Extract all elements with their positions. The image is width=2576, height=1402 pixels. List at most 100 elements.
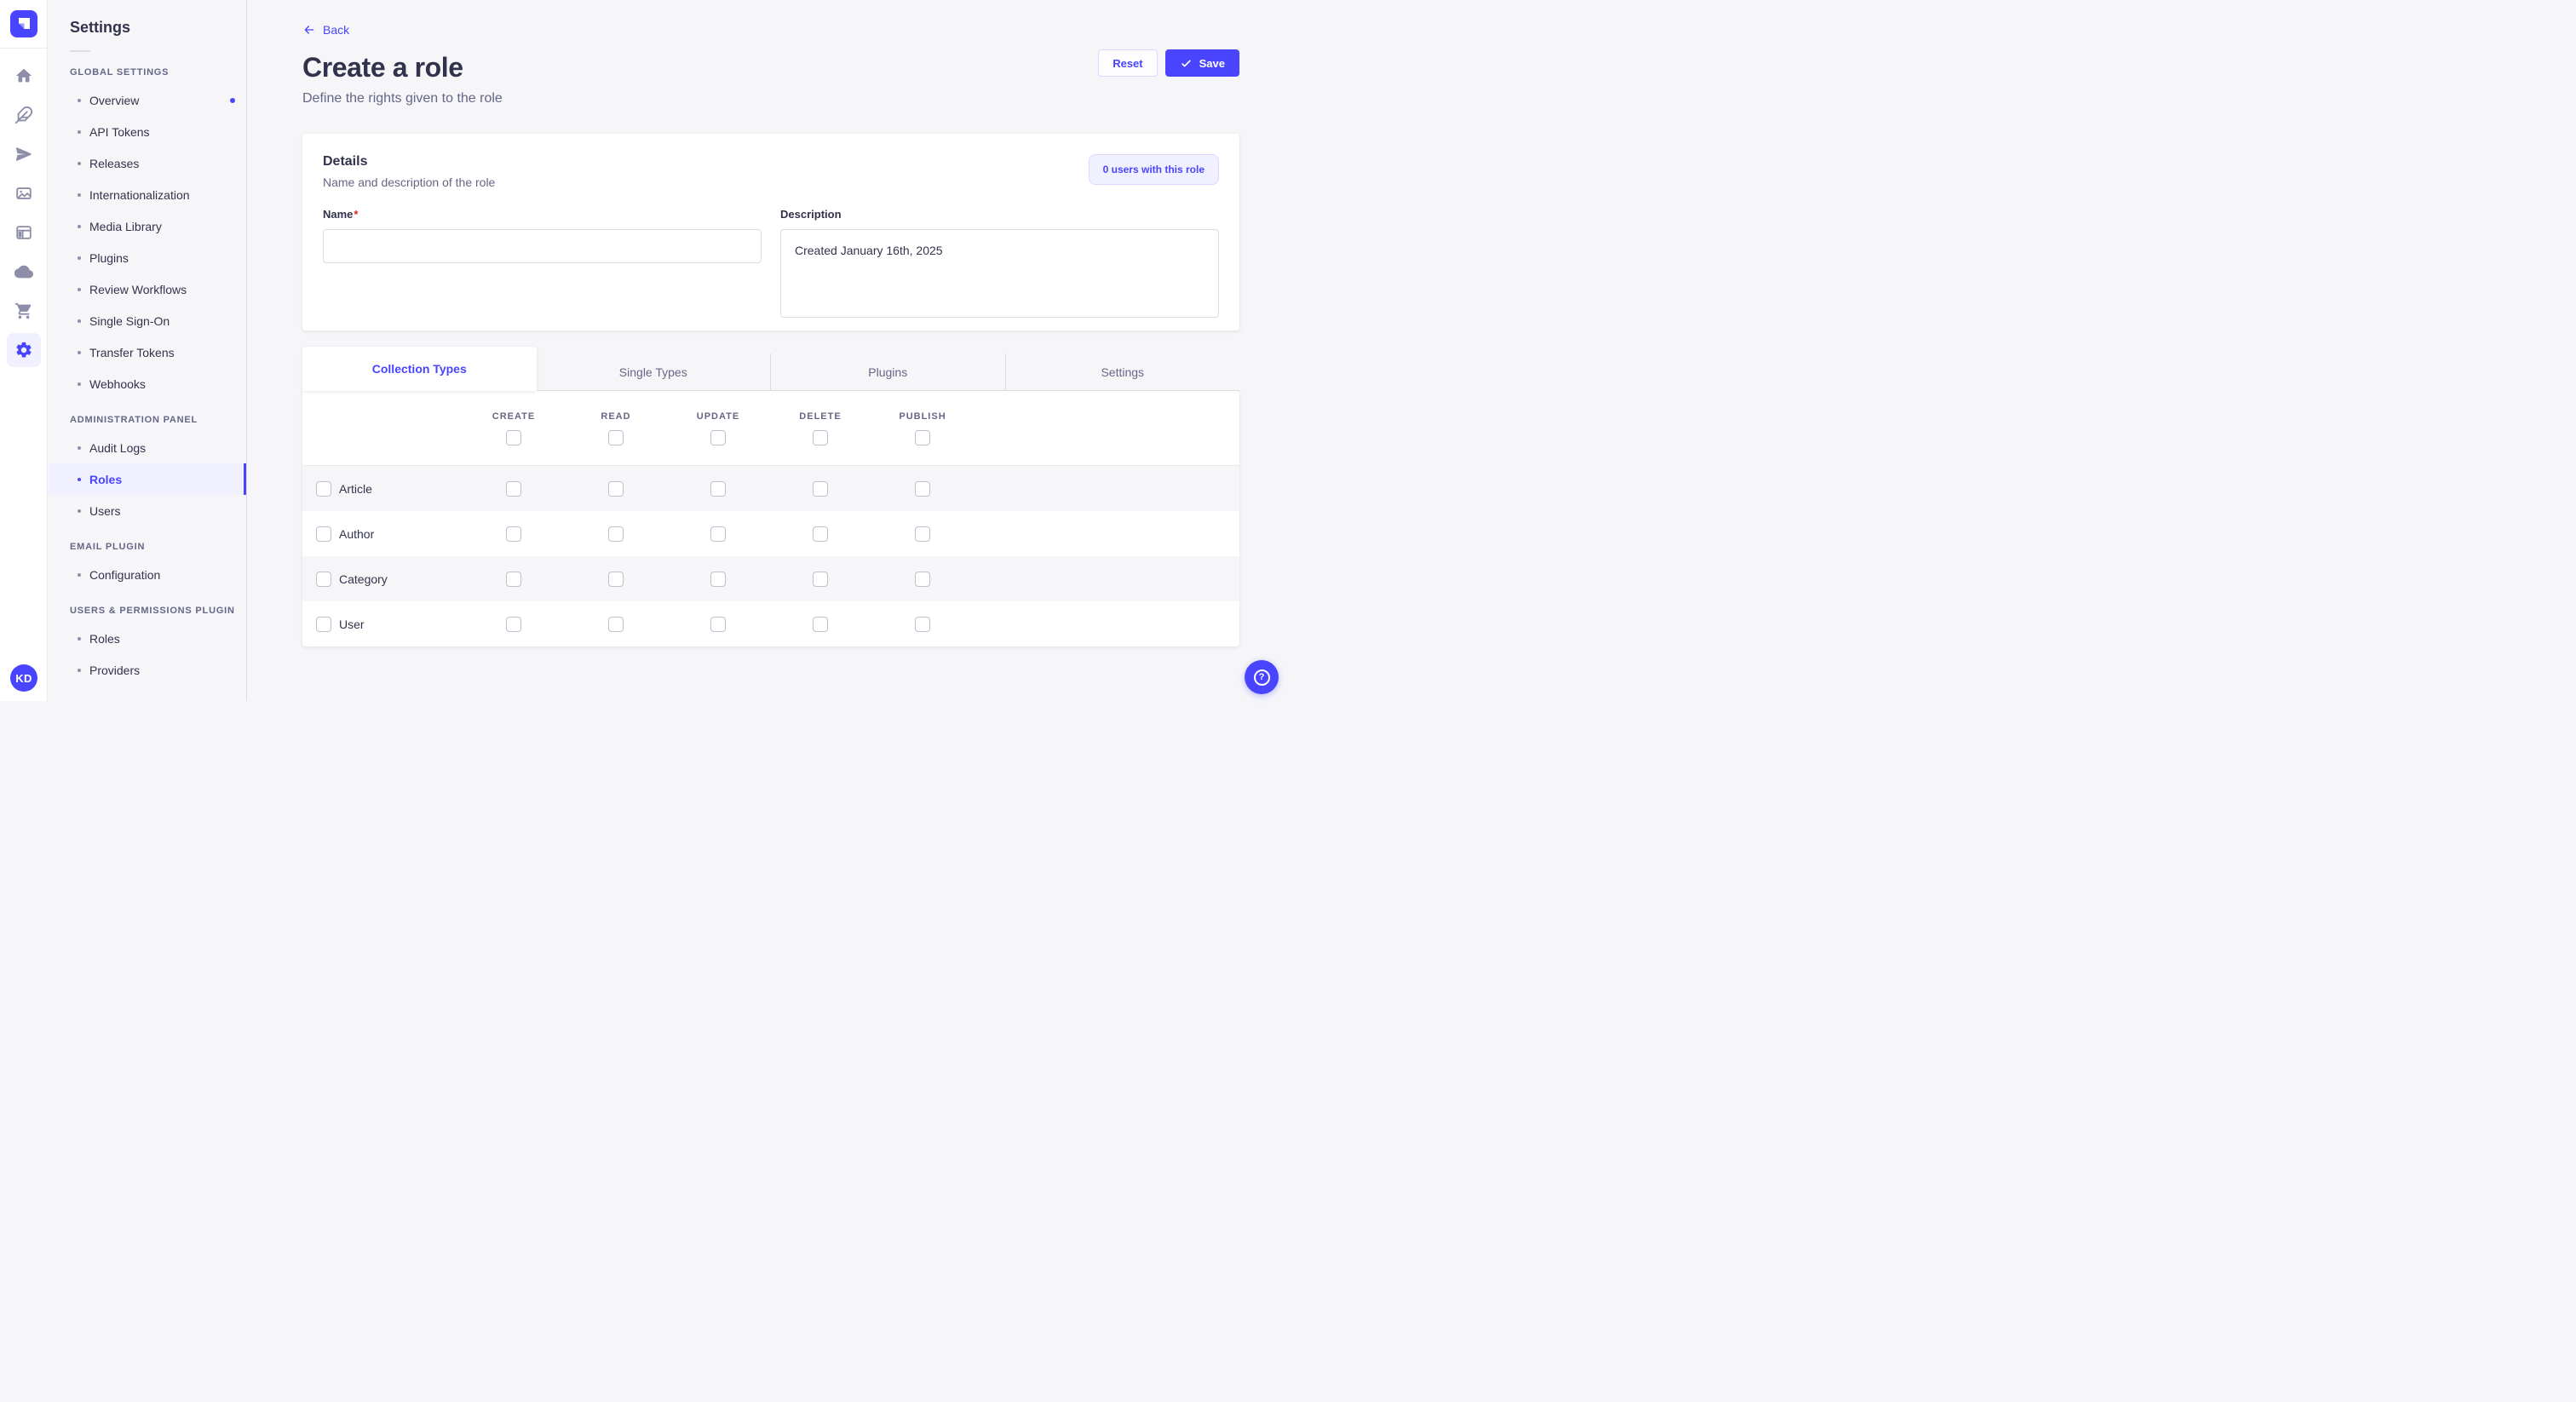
cloud-icon[interactable] (7, 255, 41, 289)
description-label: Description (780, 208, 842, 221)
sidebar-item-providers[interactable]: Providers (49, 654, 246, 686)
row-select-checkbox[interactable] (316, 571, 331, 587)
bullet-icon (78, 192, 81, 197)
tab-settings[interactable]: Settings (1004, 353, 1239, 391)
permission-checkbox[interactable] (813, 526, 828, 542)
description-field-group: Description Created January 16th, 2025 (780, 208, 1219, 322)
permission-checkbox[interactable] (813, 616, 828, 632)
sidebar-item-audit-logs[interactable]: Audit Logs (49, 432, 246, 463)
select-all-delete-checkbox[interactable] (813, 430, 828, 445)
permissions-table: CREATE READ UPDATE DELETE PUBLISH (302, 391, 1239, 646)
permission-checkbox[interactable] (608, 526, 624, 542)
permission-checkbox[interactable] (915, 480, 930, 497)
sidebar-item-single-sign-on[interactable]: Single Sign-On (49, 305, 246, 336)
help-button[interactable]: ? (1245, 660, 1279, 694)
column-header-create: CREATE (492, 411, 536, 422)
strapi-logo-icon (9, 10, 37, 37)
divider (70, 50, 90, 52)
tab-single-types[interactable]: Single Types (536, 353, 770, 391)
sidebar-item-api-tokens[interactable]: API Tokens (49, 116, 246, 147)
sidebar-item-label: Overview (89, 93, 140, 107)
sidebar-item-label: Providers (89, 663, 141, 677)
permissions-rows: Article Author (302, 466, 1239, 646)
reset-button[interactable]: Reset (1098, 49, 1158, 77)
select-all-update-checkbox[interactable] (710, 430, 726, 445)
bullet-icon (78, 509, 81, 513)
row-select-checkbox[interactable] (316, 616, 331, 632)
strapi-logo[interactable] (0, 0, 48, 49)
sidebar-item-media-library[interactable]: Media Library (49, 210, 246, 242)
permission-checkbox[interactable] (608, 616, 624, 632)
sidebar-item-webhooks[interactable]: Webhooks (49, 368, 246, 399)
gear-icon[interactable] (6, 333, 41, 367)
section-users-permissions-plugin: USERS & PERMISSIONS PLUGIN Roles Provide… (49, 606, 246, 686)
images-icon[interactable] (7, 176, 41, 210)
permission-checkbox[interactable] (506, 526, 521, 542)
sidebar-item-label: Audit Logs (89, 440, 147, 455)
permission-checkbox[interactable] (710, 480, 726, 497)
permission-checkbox[interactable] (608, 571, 624, 587)
sidebar-item-configuration[interactable]: Configuration (49, 559, 246, 590)
row-select-checkbox[interactable] (316, 480, 331, 497)
required-asterisk: * (354, 208, 359, 221)
feather-icon[interactable] (7, 98, 41, 132)
permission-checkbox[interactable] (710, 571, 726, 587)
row-label: User (339, 617, 365, 631)
layout-icon[interactable] (7, 215, 41, 250)
column-header-update: UPDATE (696, 411, 740, 422)
permission-checkbox[interactable] (915, 571, 930, 587)
table-row-category: Category (302, 556, 1239, 601)
select-all-create-checkbox[interactable] (506, 430, 521, 445)
column-header-delete: DELETE (799, 411, 842, 422)
sidebar-item-label: Roles (89, 631, 120, 646)
back-link[interactable]: Back (302, 23, 349, 37)
section-global-settings: GLOBAL SETTINGS Overview API Tokens Rele… (49, 67, 246, 399)
sidebar-item-label: Plugins (89, 250, 129, 265)
sidebar-item-users[interactable]: Users (49, 495, 246, 526)
sidebar-item-label: Roles (89, 472, 123, 486)
permission-checkbox[interactable] (506, 571, 521, 587)
permission-checkbox[interactable] (506, 616, 521, 632)
user-avatar[interactable]: KD (10, 664, 37, 692)
tab-plugins[interactable]: Plugins (770, 353, 1005, 391)
sidebar-title: Settings (70, 19, 131, 36)
permission-checkbox[interactable] (813, 480, 828, 497)
tab-collection-types[interactable]: Collection Types (302, 347, 537, 391)
save-button[interactable]: Save (1164, 49, 1239, 77)
sidebar-item-roles[interactable]: Roles (49, 463, 246, 495)
name-input[interactable] (323, 229, 762, 263)
bullet-icon (78, 572, 81, 577)
home-icon[interactable] (7, 59, 41, 93)
select-all-read-checkbox[interactable] (608, 430, 624, 445)
sidebar-item-review-workflows[interactable]: Review Workflows (49, 273, 246, 305)
sidebar-item-overview[interactable]: Overview (49, 84, 246, 116)
sidebar-item-internationalization[interactable]: Internationalization (49, 179, 246, 210)
permission-checkbox[interactable] (506, 480, 521, 497)
permission-checkbox[interactable] (915, 526, 930, 542)
notification-dot-icon (230, 97, 235, 103)
permission-checkbox[interactable] (710, 526, 726, 542)
permission-checkbox[interactable] (813, 571, 828, 587)
sidebar-item-releases[interactable]: Releases (49, 147, 246, 179)
table-row-article: Article (302, 466, 1239, 511)
description-textarea[interactable]: Created January 16th, 2025 (780, 229, 1219, 318)
permission-checkbox[interactable] (608, 480, 624, 497)
row-select-checkbox[interactable] (316, 526, 331, 542)
permission-checkbox[interactable] (915, 616, 930, 632)
cart-icon[interactable] (7, 294, 41, 328)
bullet-icon (78, 161, 81, 165)
table-row-author: Author (302, 511, 1239, 556)
select-all-publish-checkbox[interactable] (915, 430, 930, 445)
section-administration-panel: ADMINISTRATION PANEL Audit Logs Roles Us… (49, 415, 246, 526)
sidebar-item-transfer-tokens[interactable]: Transfer Tokens (49, 336, 246, 368)
permission-checkbox[interactable] (710, 616, 726, 632)
sidebar-item-up-roles[interactable]: Roles (49, 623, 246, 654)
users-with-role-badge[interactable]: 0 users with this role (1088, 154, 1219, 185)
bullet-icon (78, 129, 81, 134)
column-header-publish: PUBLISH (899, 411, 946, 422)
sidebar-item-label: Internationalization (89, 187, 190, 202)
paper-plane-icon[interactable] (7, 137, 41, 171)
page-title: Create a role (302, 52, 463, 83)
sidebar-item-label: Configuration (89, 567, 161, 582)
sidebar-item-plugins[interactable]: Plugins (49, 242, 246, 273)
